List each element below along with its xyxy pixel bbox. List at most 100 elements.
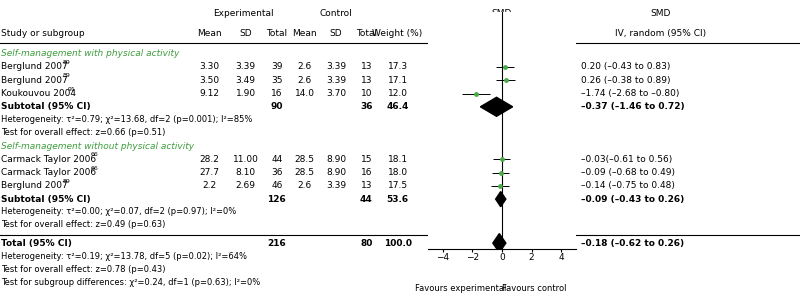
- Text: 80: 80: [360, 239, 373, 248]
- Polygon shape: [480, 97, 513, 116]
- Text: 8.10: 8.10: [235, 168, 256, 177]
- Text: 28.5: 28.5: [294, 168, 315, 177]
- Text: Heterogeneity: τ²=0.19; χ²=13.78, df=5 (p=0.02); I²=64%: Heterogeneity: τ²=0.19; χ²=13.78, df=5 (…: [1, 252, 246, 261]
- Text: 13: 13: [361, 76, 372, 85]
- Text: Control: Control: [319, 9, 352, 18]
- Text: 2.69: 2.69: [235, 181, 256, 190]
- Text: Mean: Mean: [198, 29, 222, 37]
- Text: 15: 15: [361, 155, 372, 164]
- Text: 53.6: 53.6: [386, 195, 409, 204]
- Text: Experimental: Experimental: [213, 9, 274, 18]
- Text: 18.1: 18.1: [387, 155, 408, 164]
- Text: 46.4: 46.4: [386, 102, 409, 111]
- Text: Carmack Taylor 2006: Carmack Taylor 2006: [1, 168, 96, 177]
- Text: Berglund 2007: Berglund 2007: [1, 63, 67, 71]
- Text: Mean: Mean: [293, 29, 317, 37]
- Text: 3.30: 3.30: [199, 63, 220, 71]
- Text: Total (95% CI): Total (95% CI): [1, 239, 72, 248]
- Text: IV, random (95% CI): IV, random (95% CI): [457, 29, 547, 37]
- Text: SMD: SMD: [650, 9, 671, 18]
- Text: 39: 39: [271, 63, 282, 71]
- Text: –0.09 (–0.68 to 0.49): –0.09 (–0.68 to 0.49): [581, 168, 674, 177]
- Text: 91: 91: [67, 87, 75, 91]
- Text: –0.37 (–1.46 to 0.72): –0.37 (–1.46 to 0.72): [581, 102, 685, 111]
- Text: 36: 36: [271, 168, 282, 177]
- Text: 36: 36: [360, 102, 373, 111]
- Text: 16: 16: [361, 168, 372, 177]
- Text: 9.12: 9.12: [200, 89, 219, 98]
- Text: 13: 13: [361, 63, 372, 71]
- Text: 2.2: 2.2: [202, 181, 217, 190]
- Text: Total: Total: [266, 29, 287, 37]
- Text: SD: SD: [330, 29, 342, 37]
- Text: 2.6: 2.6: [298, 63, 312, 71]
- Text: Favours control: Favours control: [502, 284, 567, 293]
- Text: 216: 216: [267, 239, 286, 248]
- Text: 89: 89: [62, 179, 70, 184]
- Text: IV, random (95% CI): IV, random (95% CI): [615, 29, 706, 37]
- Text: 100.0: 100.0: [384, 239, 412, 248]
- Text: –1.74 (–2.68 to –0.80): –1.74 (–2.68 to –0.80): [581, 89, 679, 98]
- Polygon shape: [496, 191, 506, 207]
- Text: –0.09 (–0.43 to 0.26): –0.09 (–0.43 to 0.26): [581, 195, 684, 204]
- Text: 3.70: 3.70: [326, 89, 346, 98]
- Text: 44: 44: [360, 195, 373, 204]
- Text: 8.90: 8.90: [326, 168, 346, 177]
- Text: 28.2: 28.2: [200, 155, 219, 164]
- Text: Test for overall effect: z=0.66 (p=0.51): Test for overall effect: z=0.66 (p=0.51): [1, 128, 165, 137]
- Text: –0.18 (–0.62 to 0.26): –0.18 (–0.62 to 0.26): [581, 239, 684, 248]
- Text: 46: 46: [271, 181, 282, 190]
- Text: Test for overall effect: z=0.78 (p=0.43): Test for overall effect: z=0.78 (p=0.43): [1, 265, 166, 274]
- Text: –0.14 (–0.75 to 0.48): –0.14 (–0.75 to 0.48): [581, 181, 674, 190]
- Text: Berglund 2007: Berglund 2007: [1, 181, 67, 190]
- Text: 12.0: 12.0: [388, 89, 408, 98]
- Text: 0.20 (–0.43 to 0.83): 0.20 (–0.43 to 0.83): [581, 63, 670, 71]
- Text: 28.5: 28.5: [294, 155, 315, 164]
- Text: 126: 126: [267, 195, 286, 204]
- Text: Self-management without physical activity: Self-management without physical activit…: [1, 142, 194, 150]
- Text: Heterogeneity: τ²=0.00; χ²=0.07, df=2 (p=0.97); I²=0%: Heterogeneity: τ²=0.00; χ²=0.07, df=2 (p…: [1, 207, 236, 216]
- Text: 90: 90: [270, 102, 283, 111]
- Text: Test for overall effect: z=0.49 (p=0.63): Test for overall effect: z=0.49 (p=0.63): [1, 220, 165, 229]
- Text: 3.39: 3.39: [326, 76, 346, 85]
- Text: 0.26 (–0.38 to 0.89): 0.26 (–0.38 to 0.89): [581, 76, 670, 85]
- Text: Weight (%): Weight (%): [373, 29, 422, 37]
- Text: 3.50: 3.50: [199, 76, 220, 85]
- Text: 11.00: 11.00: [233, 155, 258, 164]
- Text: Berglund 2007: Berglund 2007: [1, 76, 67, 85]
- Text: Total: Total: [356, 29, 377, 37]
- Text: 3.49: 3.49: [235, 76, 256, 85]
- Text: 8.90: 8.90: [326, 155, 346, 164]
- Text: 14.0: 14.0: [294, 89, 315, 98]
- Text: Test for subgroup differences: χ²=0.24, df=1 (p=0.63); I²=0%: Test for subgroup differences: χ²=0.24, …: [1, 278, 260, 286]
- Text: Carmack Taylor 2006: Carmack Taylor 2006: [1, 155, 96, 164]
- Text: SD: SD: [239, 29, 252, 37]
- Text: –0.03(–0.61 to 0.56): –0.03(–0.61 to 0.56): [581, 155, 672, 164]
- Text: 27.7: 27.7: [200, 168, 219, 177]
- Text: 17.1: 17.1: [387, 76, 408, 85]
- Text: 17.3: 17.3: [387, 63, 408, 71]
- Text: Favours experimental: Favours experimental: [415, 284, 506, 293]
- Text: 66: 66: [90, 153, 98, 157]
- Text: 2.6: 2.6: [298, 181, 312, 190]
- Text: 3.39: 3.39: [235, 63, 256, 71]
- Text: 3.39: 3.39: [326, 181, 346, 190]
- Text: Self-management with physical activity: Self-management with physical activity: [1, 49, 179, 58]
- Text: Heterogeneity: τ²=0.79; χ²=13.68, df=2 (p=0.001); I²=85%: Heterogeneity: τ²=0.79; χ²=13.68, df=2 (…: [1, 115, 252, 124]
- Text: 1.90: 1.90: [235, 89, 256, 98]
- Text: 16: 16: [271, 89, 282, 98]
- Text: 18.0: 18.0: [387, 168, 408, 177]
- Text: Study or subgroup: Study or subgroup: [1, 29, 85, 37]
- Polygon shape: [493, 234, 506, 253]
- Text: 2.6: 2.6: [298, 76, 312, 85]
- Text: 17.5: 17.5: [387, 181, 408, 190]
- Text: 3.39: 3.39: [326, 63, 346, 71]
- Text: 89: 89: [62, 60, 70, 65]
- Text: 44: 44: [271, 155, 282, 164]
- Text: Koukouvou 2004: Koukouvou 2004: [1, 89, 76, 98]
- Text: 66: 66: [90, 166, 98, 171]
- Text: Subtotal (95% CI): Subtotal (95% CI): [1, 102, 90, 111]
- Text: SMD: SMD: [492, 9, 512, 18]
- Text: Subtotal (95% CI): Subtotal (95% CI): [1, 195, 90, 204]
- Text: 10: 10: [361, 89, 372, 98]
